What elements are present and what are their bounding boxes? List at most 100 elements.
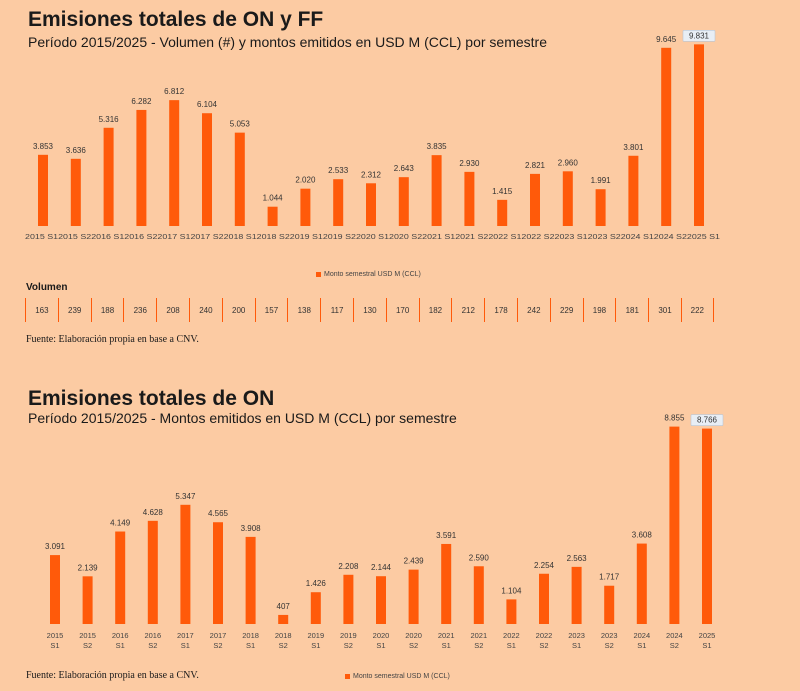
bar-2022-S1 bbox=[506, 599, 517, 624]
chart2-legend: Monto semestral USD M (CCL) bbox=[345, 673, 450, 680]
bar-2023-S2 bbox=[595, 189, 606, 226]
x-tick-semester: S1 bbox=[702, 641, 711, 650]
value-label: 9.645 bbox=[656, 35, 677, 44]
bar-2024-S2 bbox=[669, 426, 680, 624]
x-tick-year: 2023 bbox=[601, 631, 618, 640]
x-tick-year: 2022 bbox=[503, 631, 520, 640]
value-label: 3.591 bbox=[436, 531, 457, 540]
chart1-subtitle: Período 2015/2025 - Volumen (#) y montos… bbox=[28, 34, 548, 50]
value-label: 2.590 bbox=[469, 553, 490, 562]
volume-cell: 236 bbox=[123, 298, 156, 322]
bar-2020-S1 bbox=[366, 183, 376, 226]
bar-2020-S1 bbox=[376, 576, 386, 624]
volume-cell: 130 bbox=[352, 298, 386, 322]
value-label: 9.831 bbox=[689, 31, 710, 40]
value-label-highlight bbox=[690, 414, 724, 426]
value-label: 1.426 bbox=[306, 579, 327, 588]
chart1-title: Emisiones totales de ON y FF bbox=[28, 8, 324, 31]
value-label: 4.565 bbox=[208, 509, 229, 518]
value-label: 407 bbox=[277, 602, 291, 611]
bar-2025-S1 bbox=[694, 44, 704, 227]
volume-cell: 198 bbox=[582, 298, 616, 322]
value-label: 2.439 bbox=[404, 557, 425, 566]
volume-cell: 163 bbox=[25, 298, 58, 322]
value-label: 3.608 bbox=[632, 531, 653, 540]
value-label: 1.104 bbox=[501, 586, 522, 595]
x-tick-year: 2022 bbox=[536, 631, 553, 640]
volume-row: 163 239 188 236 208 240 200 157 138 117 130 170 182 2… bbox=[25, 298, 714, 322]
bar-2022-S1 bbox=[497, 199, 508, 226]
volume-cell: 138 bbox=[287, 298, 320, 322]
value-label: 5.347 bbox=[175, 492, 196, 501]
value-label: 5.053 bbox=[230, 120, 251, 129]
bar-2022-S2 bbox=[539, 573, 549, 624]
bar-2018-S2 bbox=[267, 206, 278, 226]
chart2-plot: 3.091 2.139 4.149 4.628 5.347 4.565 3.908 407 1.… bbox=[45, 414, 724, 650]
x-tick-year: 2015 bbox=[79, 631, 96, 640]
x-tick-year: 2019 bbox=[340, 631, 357, 640]
bar-2015-S1 bbox=[50, 555, 60, 624]
volume-cell: 229 bbox=[549, 298, 583, 322]
bar-2016-S1 bbox=[115, 531, 126, 624]
volume-cell: 208 bbox=[156, 298, 189, 322]
x-tick-year: 2017 bbox=[177, 631, 194, 640]
chart1-plot: 3.853 3.636 5.316 6.282 6.812 6.104 5.053 1.044… bbox=[25, 30, 720, 241]
x-tick-semester: S1 bbox=[376, 641, 385, 650]
volume-cell: 222 bbox=[680, 298, 714, 322]
bar-2022-S2 bbox=[530, 173, 540, 226]
value-label: 3.801 bbox=[623, 143, 644, 152]
chart1-legend: Monto semestral USD M (CCL) bbox=[316, 271, 421, 278]
bar-2016-S2 bbox=[147, 520, 158, 624]
x-tick-year: 2016 bbox=[144, 631, 161, 640]
source-note-bottom: Fuente: Elaboración propia en base a CNV… bbox=[26, 670, 199, 681]
volume-cell: 200 bbox=[221, 298, 255, 322]
x-tick-semester: S2 bbox=[670, 641, 679, 650]
x-tick-semester: S1 bbox=[637, 641, 646, 650]
value-label: 6.282 bbox=[131, 97, 152, 106]
bar-2023-S1 bbox=[562, 171, 573, 226]
x-tick-semester: S1 bbox=[572, 641, 581, 650]
bar-2021-S1 bbox=[441, 543, 452, 624]
x-axis-tick-labels: 2015 S12015 S22016 S12016 S22017 S12017 … bbox=[25, 232, 720, 241]
value-label: 8.855 bbox=[664, 414, 685, 423]
volume-cell: 242 bbox=[516, 298, 550, 322]
volume-cell: 181 bbox=[615, 298, 648, 322]
value-label: 4.149 bbox=[110, 519, 131, 528]
volume-cell: 117 bbox=[320, 298, 353, 322]
value-label: 2.930 bbox=[459, 159, 480, 168]
x-tick-year: 2020 bbox=[373, 631, 390, 640]
bar-2016-S2 bbox=[136, 109, 147, 226]
chart2-subtitle: Período 2015/2025 - Montos emitidos en U… bbox=[28, 410, 457, 426]
value-label: 6.104 bbox=[197, 100, 218, 109]
x-tick-year: 2017 bbox=[210, 631, 227, 640]
value-label: 5.316 bbox=[99, 115, 120, 124]
x-tick-semester: S2 bbox=[605, 641, 614, 650]
volume-cell: 157 bbox=[254, 298, 288, 322]
bar-2020-S2 bbox=[398, 177, 409, 226]
x-tick-semester: S1 bbox=[50, 641, 59, 650]
x-tick-year: 2019 bbox=[307, 631, 324, 640]
x-tick-semester: S1 bbox=[442, 641, 451, 650]
x-tick-semester: S1 bbox=[116, 641, 125, 650]
value-label: 3.636 bbox=[66, 146, 87, 155]
value-label: 2.643 bbox=[394, 164, 415, 173]
bar-2024-S1 bbox=[628, 155, 639, 226]
value-label: 4.628 bbox=[143, 508, 164, 517]
bar-2018-S1 bbox=[234, 132, 245, 226]
value-label-highlight bbox=[682, 30, 716, 42]
x-tick-semester: S1 bbox=[507, 641, 516, 650]
bar-2017-S2 bbox=[202, 113, 212, 226]
value-label: 8.766 bbox=[697, 416, 718, 425]
volume-title: Volumen bbox=[26, 282, 68, 293]
x-tick-semester: S2 bbox=[474, 641, 483, 650]
volume-cell: 178 bbox=[484, 298, 517, 322]
x-tick-year: 2021 bbox=[438, 631, 455, 640]
value-label: 2.208 bbox=[338, 562, 359, 571]
volume-cell: 212 bbox=[451, 298, 484, 322]
x-tick-semester: S1 bbox=[246, 641, 255, 650]
bar-2024-S1 bbox=[636, 543, 647, 624]
bar-2024-S2 bbox=[661, 47, 672, 226]
volume-cell: 182 bbox=[418, 298, 452, 322]
bar-2018-S2 bbox=[278, 614, 289, 624]
bar-2015-S2 bbox=[82, 576, 93, 624]
